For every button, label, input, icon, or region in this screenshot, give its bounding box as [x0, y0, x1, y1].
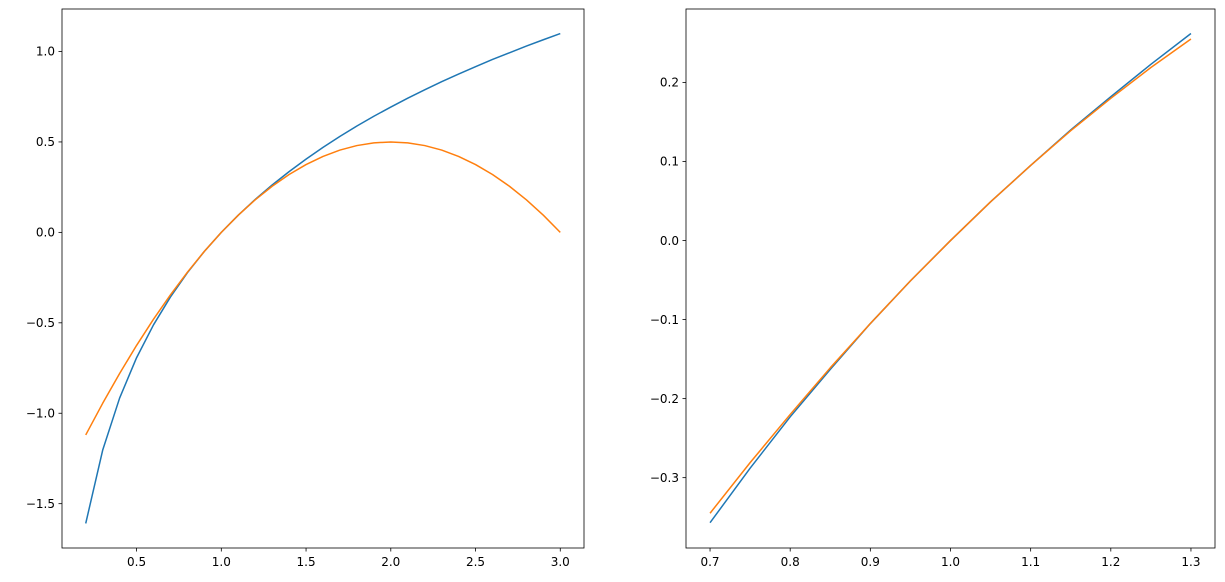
- right-chart-series-blue-line: [709, 32, 1192, 524]
- right-chart-y-tick-label: −0.3: [650, 471, 679, 485]
- left-chart-series-orange-line: [85, 141, 561, 436]
- left-chart-x-tick-label: 1.5: [297, 555, 316, 569]
- right-chart-series-orange-line: [709, 38, 1192, 514]
- right-chart-x-tick-label: 0.7: [700, 555, 719, 569]
- left-chart-frame: [61, 8, 585, 549]
- right-chart-y-tick-label: 0.1: [660, 155, 679, 169]
- right-chart-y-tick-label: −0.2: [650, 392, 679, 406]
- left-chart-axes: 0.5 1.0 1.5 2.0 2.5 3.0 −1.5 −1.0 −0.5 0.0 0.5 1.0: [26, 8, 585, 569]
- left-chart-y-tick-label: 0.0: [36, 226, 55, 240]
- left-chart-y-tick-label: −0.5: [26, 316, 55, 330]
- right-chart-x-tick-label: 0.8: [781, 555, 800, 569]
- left-chart-x-tick-label: 0.5: [127, 555, 146, 569]
- left-chart-x-tick-label: 2.5: [466, 555, 485, 569]
- right-chart-y-tick-label: 0.2: [660, 76, 679, 90]
- left-chart-x-tick-label: 2.0: [381, 555, 400, 569]
- right-chart-x-tick-label: 1.1: [1021, 555, 1040, 569]
- right-chart-x-tick-label: 1.2: [1101, 555, 1120, 569]
- left-chart-x-tick-label: 1.0: [212, 555, 231, 569]
- left-chart-x-tick-label: 3.0: [551, 555, 570, 569]
- right-chart-x-tick-label: 0.9: [861, 555, 880, 569]
- right-chart-x-tick-label: 1.0: [941, 555, 960, 569]
- right-chart-x-tick-label: 1.3: [1181, 555, 1200, 569]
- right-chart-axes: 0.7 0.8 0.9 1.0 1.1 1.2 1.3 −0.3 −0.2 −0.1 0.0 0.1 0…: [650, 8, 1216, 569]
- right-chart-y-tick-label: −0.1: [650, 313, 679, 327]
- left-chart-series-blue-line: [84, 32, 561, 524]
- left-chart-y-tick-label: 0.5: [36, 135, 55, 149]
- left-chart-y-tick-label: 1.0: [36, 45, 55, 59]
- right-chart-y-tick-label: 0.0: [660, 234, 679, 248]
- right-chart-frame: [685, 8, 1216, 549]
- left-chart-y-tick-label: −1.5: [26, 497, 55, 511]
- left-chart-y-tick-label: −1.0: [26, 406, 55, 420]
